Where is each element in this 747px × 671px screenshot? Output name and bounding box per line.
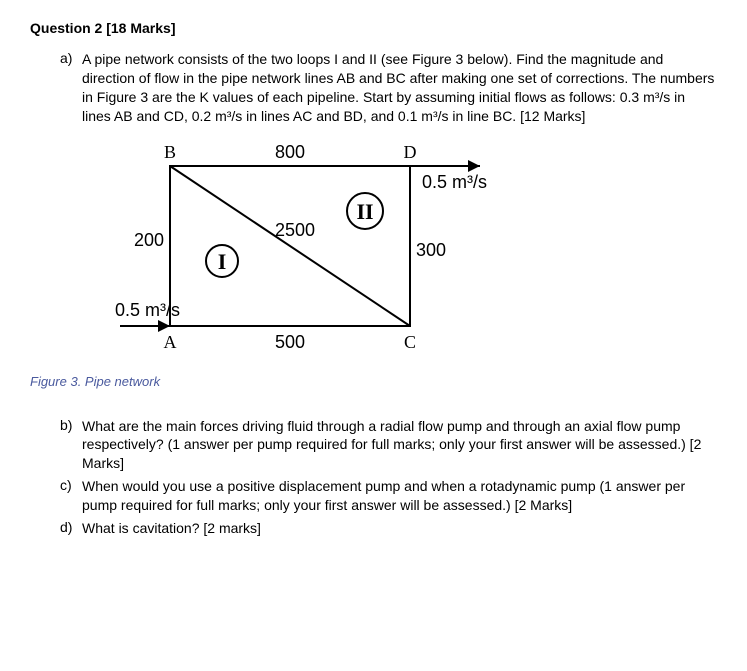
figure-area: I II B D A C 800 500 200 300 2500 0.5 m³… <box>90 136 717 364</box>
part-c-label: c) <box>60 477 82 515</box>
part-d-text: What is cavitation? [2 marks] <box>82 519 717 538</box>
question-title: Question 2 [18 Marks] <box>30 20 717 36</box>
outflow-arrowhead <box>468 160 480 172</box>
part-b: b) What are the main forces driving flui… <box>30 417 717 474</box>
part-a: a) A pipe network consists of the two lo… <box>30 50 717 126</box>
part-d: d) What is cavitation? [2 marks] <box>30 519 717 538</box>
part-c: c) When would you use a positive displac… <box>30 477 717 515</box>
part-d-label: d) <box>60 519 82 538</box>
outflow-label: 0.5 m³/s <box>422 172 487 192</box>
inflow-label: 0.5 m³/s <box>115 300 180 320</box>
node-a-label: A <box>164 332 177 352</box>
part-a-text: A pipe network consists of the two loops… <box>82 50 717 126</box>
part-b-label: b) <box>60 417 82 474</box>
node-d-label: D <box>404 142 417 162</box>
loop-i-label: I <box>218 249 227 274</box>
figure-caption: Figure 3. Pipe network <box>30 374 717 389</box>
pipe-network-diagram: I II B D A C 800 500 200 300 2500 0.5 m³… <box>90 136 560 361</box>
part-a-label: a) <box>60 50 82 126</box>
node-b-label: B <box>164 142 176 162</box>
node-c-label: C <box>404 332 416 352</box>
k-bd: 800 <box>275 142 305 162</box>
loop-ii-label: II <box>356 199 373 224</box>
k-cd: 300 <box>416 240 446 260</box>
k-ac: 500 <box>275 332 305 352</box>
pipe-bc <box>170 166 410 326</box>
part-b-text: What are the main forces driving fluid t… <box>82 417 717 474</box>
inflow-arrowhead <box>158 320 170 332</box>
part-c-text: When would you use a positive displaceme… <box>82 477 717 515</box>
k-bc: 2500 <box>275 220 315 240</box>
k-ab: 200 <box>134 230 164 250</box>
